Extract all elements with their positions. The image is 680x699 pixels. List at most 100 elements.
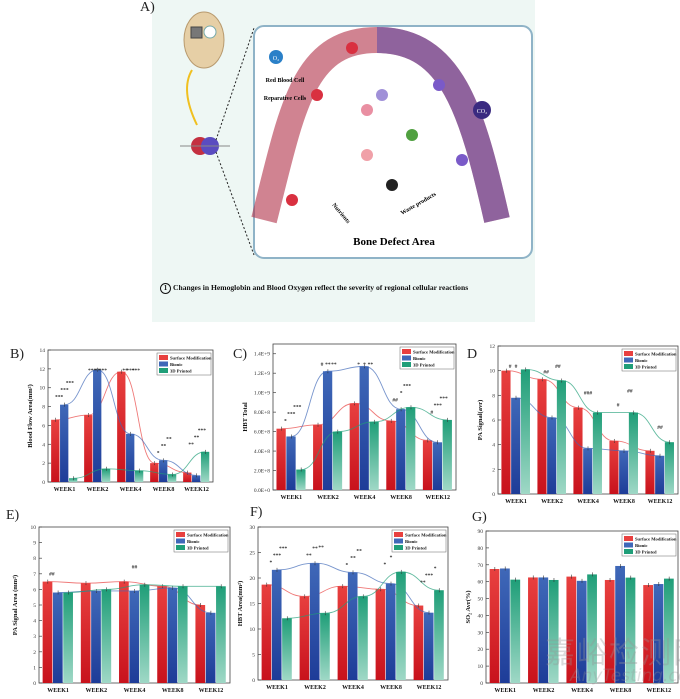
- bar-3d-printed: [167, 474, 177, 482]
- bar-surface-modification: [337, 586, 348, 680]
- bar-3d-printed: [520, 369, 530, 494]
- legend-swatch: [394, 545, 403, 550]
- y-tick-label: 8: [33, 556, 36, 562]
- arrow-icon: [186, 69, 198, 126]
- significance-label: ***: [66, 381, 75, 387]
- y-tick-label: 4.0E+8: [254, 449, 270, 455]
- y-tick-label: 10: [478, 664, 484, 670]
- bar-3d-printed: [332, 431, 343, 490]
- significance-label: ***: [88, 368, 97, 374]
- significance-label: ###: [584, 391, 593, 397]
- bar-3d-printed: [63, 592, 73, 683]
- legend: [156, 352, 212, 376]
- significance-label: *: [434, 566, 437, 572]
- y-tick-label: 80: [478, 546, 484, 552]
- bar-surface-modification: [501, 370, 511, 494]
- significance-label: **: [188, 442, 194, 448]
- bar-surface-modification: [386, 420, 396, 490]
- bar-3d-printed: [628, 412, 638, 494]
- y-tick-label: 6.0E+8: [254, 430, 270, 436]
- bar-surface-modification: [119, 581, 129, 683]
- y-tick-label: 10: [31, 525, 37, 531]
- bar-surface-modification: [157, 586, 167, 683]
- y-tick-label: 20: [250, 576, 256, 582]
- bar-surface-modification: [609, 440, 619, 494]
- trend-line: [68, 584, 222, 593]
- trend-line: [301, 406, 448, 471]
- legend-label: 3D Printed: [413, 363, 435, 368]
- bar-3d-printed: [625, 577, 636, 683]
- legend-swatch: [624, 364, 633, 369]
- y-tick-label: 0: [492, 492, 495, 498]
- bar-bionic: [271, 569, 282, 680]
- y-tick-label: 2: [33, 650, 36, 656]
- bar-bionic: [385, 583, 396, 680]
- significance-label: *: [284, 419, 287, 425]
- x-tick-label: WEEK12: [417, 685, 442, 691]
- bar-3d-printed: [101, 468, 111, 482]
- x-tick-label: WEEK2: [317, 495, 339, 501]
- significance-label: **: [325, 362, 331, 368]
- legend-label: Surface Modification: [413, 350, 455, 355]
- y-tick-label: 60: [478, 580, 484, 586]
- o2-label: O₂: [273, 56, 279, 62]
- legend: [399, 346, 455, 370]
- legend-label: Bionic: [413, 356, 426, 361]
- chart-e: 0 1 2 3 4 5 6 7 8 9 10 PA Signal Area (mm²) WEEK1 WEE…: [12, 525, 231, 694]
- bone-defect-title: Bone Defect Area: [353, 236, 435, 248]
- legend-swatch: [624, 351, 633, 356]
- x-tick-label: WEEK8: [390, 495, 412, 501]
- bar-bionic: [423, 612, 434, 680]
- significance-label: ##: [627, 389, 633, 395]
- significance-label: **: [356, 548, 362, 554]
- bar-surface-modification: [349, 403, 359, 490]
- y-tick-label: 3: [33, 634, 36, 640]
- legend: [173, 529, 229, 553]
- significance-label: **: [194, 435, 200, 441]
- bar-3d-printed: [556, 380, 566, 494]
- x-tick-label: WEEK1: [54, 487, 76, 493]
- bar-3d-printed: [282, 618, 292, 680]
- bar-bionic: [205, 612, 216, 683]
- significance-label: ***: [198, 428, 207, 434]
- legend-swatch: [159, 361, 168, 367]
- x-tick-label: WEEK8: [162, 688, 184, 694]
- bar-3d-printed: [548, 579, 559, 683]
- legend-swatch: [159, 355, 168, 360]
- bar-surface-modification: [573, 407, 583, 494]
- significance-label: *: [157, 450, 160, 456]
- significance-label: ***: [273, 553, 282, 559]
- y-tick-label: 30: [478, 630, 484, 636]
- significance-label: ***: [99, 368, 108, 374]
- y-tick-label: 2: [492, 467, 495, 473]
- legend-label: Bionic: [187, 539, 200, 544]
- bar-bionic: [93, 369, 102, 482]
- y-axis-label: SO₂ Avr(%): [465, 590, 472, 623]
- bar-surface-modification: [313, 424, 323, 490]
- bar-surface-modification: [42, 581, 53, 683]
- y-tick-label: 8.0E+8: [254, 410, 270, 416]
- bar-bionic: [91, 590, 101, 683]
- x-tick-label: WEEK8: [153, 487, 175, 493]
- chart-c: 0.0E+0 2.0E+8 4.0E+8 6.0E+8 8.0E+8 1.0E+9 1.2E…: [242, 343, 457, 501]
- bar-bionic: [286, 436, 296, 490]
- panel-c-label: C): [233, 347, 247, 362]
- bar-3d-printed: [396, 571, 406, 680]
- legend-swatch: [176, 532, 185, 537]
- panel-f-label: F): [250, 505, 263, 520]
- y-tick-label: 12: [40, 367, 46, 373]
- significance-label: ***: [434, 403, 443, 409]
- bar-bionic: [653, 584, 664, 683]
- panel-g-label: G): [472, 510, 487, 525]
- y-tick-label: 0.0E+0: [254, 488, 270, 494]
- legend-swatch: [402, 349, 411, 354]
- legend-label: Bionic: [635, 543, 648, 548]
- x-tick-label: WEEK12: [648, 499, 673, 505]
- legend: [621, 348, 677, 372]
- x-tick-label: WEEK4: [571, 688, 593, 694]
- legend-swatch: [394, 538, 403, 544]
- bar-3d-printed: [296, 469, 306, 490]
- bar-surface-modification: [537, 379, 547, 494]
- bar-bionic: [129, 590, 140, 683]
- bar-surface-modification: [489, 569, 500, 683]
